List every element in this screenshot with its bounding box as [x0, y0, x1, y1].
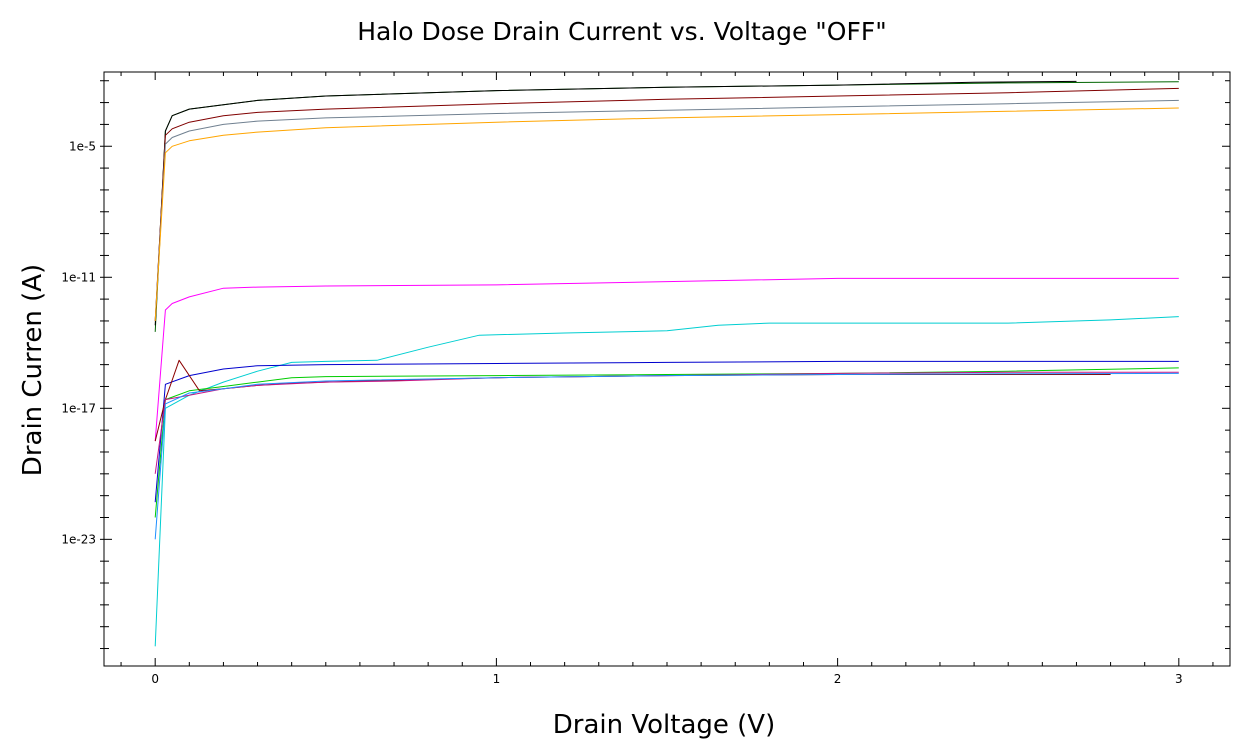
series-line — [154, 371, 1179, 474]
plot-area — [103, 71, 1231, 667]
series-group — [154, 80, 1179, 647]
series-line — [154, 316, 1179, 647]
series-line — [154, 80, 1077, 326]
y-tick-label: 1e-11 — [61, 270, 96, 284]
axes: 0 1 2 3 1e-23 1e-17 1e-11 1e-5 — [61, 72, 1230, 686]
x-tick-label: 0 — [151, 672, 159, 686]
series-line — [154, 99, 1179, 322]
y-tick-label: 1e-17 — [61, 401, 96, 415]
series-line — [154, 372, 1179, 540]
series-line — [154, 277, 1179, 442]
series-line — [154, 87, 1179, 322]
chart-title: Halo Dose Drain Current vs. Voltage "OFF… — [357, 17, 887, 46]
x-tick-label: 2 — [834, 672, 842, 686]
y-tick-label: 1e-23 — [61, 532, 96, 546]
y-axis-label: Drain Curren (A) — [18, 264, 48, 476]
x-tick-label: 1 — [493, 672, 501, 686]
x-axis-label: Drain Voltage (V) — [553, 710, 775, 740]
x-tick-label: 3 — [1175, 672, 1183, 686]
series-line — [154, 107, 1179, 322]
series-line — [154, 360, 1179, 503]
y-tick-label: 1e-5 — [69, 139, 96, 153]
